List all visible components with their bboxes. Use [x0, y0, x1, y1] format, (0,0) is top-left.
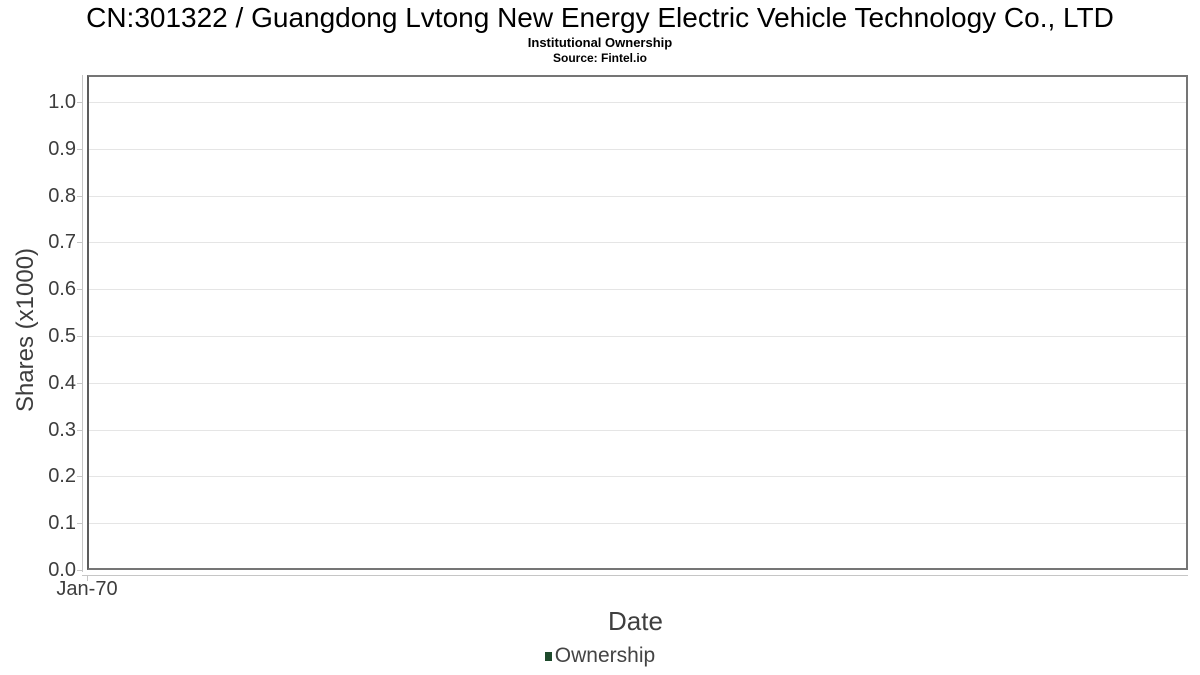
- y-tick-mark: [77, 289, 82, 290]
- y-tick-label: 1.0: [48, 91, 76, 113]
- y-tick-mark: [77, 242, 82, 243]
- y-tick-label: 0.7: [48, 231, 76, 253]
- y-tick-label: 0.9: [48, 138, 76, 160]
- plot-area: [87, 75, 1188, 570]
- y-gridline: [89, 242, 1186, 243]
- y-gridline: [89, 383, 1186, 384]
- y-tick-mark: [77, 102, 82, 103]
- y-tick-mark: [77, 523, 82, 524]
- y-gridline: [89, 149, 1186, 150]
- x-tick-label: Jan-70: [56, 578, 118, 600]
- y-tick-label: 0.3: [48, 419, 76, 441]
- x-axis-line: [82, 575, 1188, 576]
- y-tick-label: 0.1: [48, 512, 76, 534]
- y-tick-mark: [77, 430, 82, 431]
- legend-series-label: Ownership: [554, 644, 656, 667]
- y-tick-mark: [77, 196, 82, 197]
- y-tick-mark: [77, 476, 82, 477]
- y-gridline: [89, 196, 1186, 197]
- y-tick-label: 0.4: [48, 372, 76, 394]
- y-tick-label: 0.0: [48, 559, 76, 581]
- y-tick-mark: [77, 570, 82, 571]
- y-gridline: [89, 430, 1186, 431]
- y-gridline: [89, 289, 1186, 290]
- y-gridline: [89, 336, 1186, 337]
- y-tick-label: 0.6: [48, 278, 76, 300]
- chart-source-label: Source: Fintel.io: [552, 51, 647, 65]
- legend-item-ownership[interactable]: Ownership: [544, 644, 656, 668]
- y-gridline: [89, 102, 1186, 103]
- chart-subtitle: Institutional Ownership: [527, 35, 673, 50]
- y-tick-label: 0.5: [48, 325, 76, 347]
- y-tick-mark: [77, 149, 82, 150]
- x-axis-title: Date: [608, 606, 663, 636]
- y-tick-label: 0.8: [48, 185, 76, 207]
- y-tick-mark: [77, 336, 82, 337]
- legend-series-marker: [544, 651, 552, 661]
- y-gridline: [89, 476, 1186, 477]
- x-axis-tick: [87, 575, 88, 581]
- chart-title: CN:301322 / Guangdong Lvtong New Energy …: [86, 2, 1114, 33]
- y-tick-label: 0.2: [48, 465, 76, 487]
- y-tick-mark: [77, 383, 82, 384]
- y-gridline: [89, 523, 1186, 524]
- legend: Ownership: [0, 644, 1200, 668]
- y-axis-line: [82, 75, 83, 572]
